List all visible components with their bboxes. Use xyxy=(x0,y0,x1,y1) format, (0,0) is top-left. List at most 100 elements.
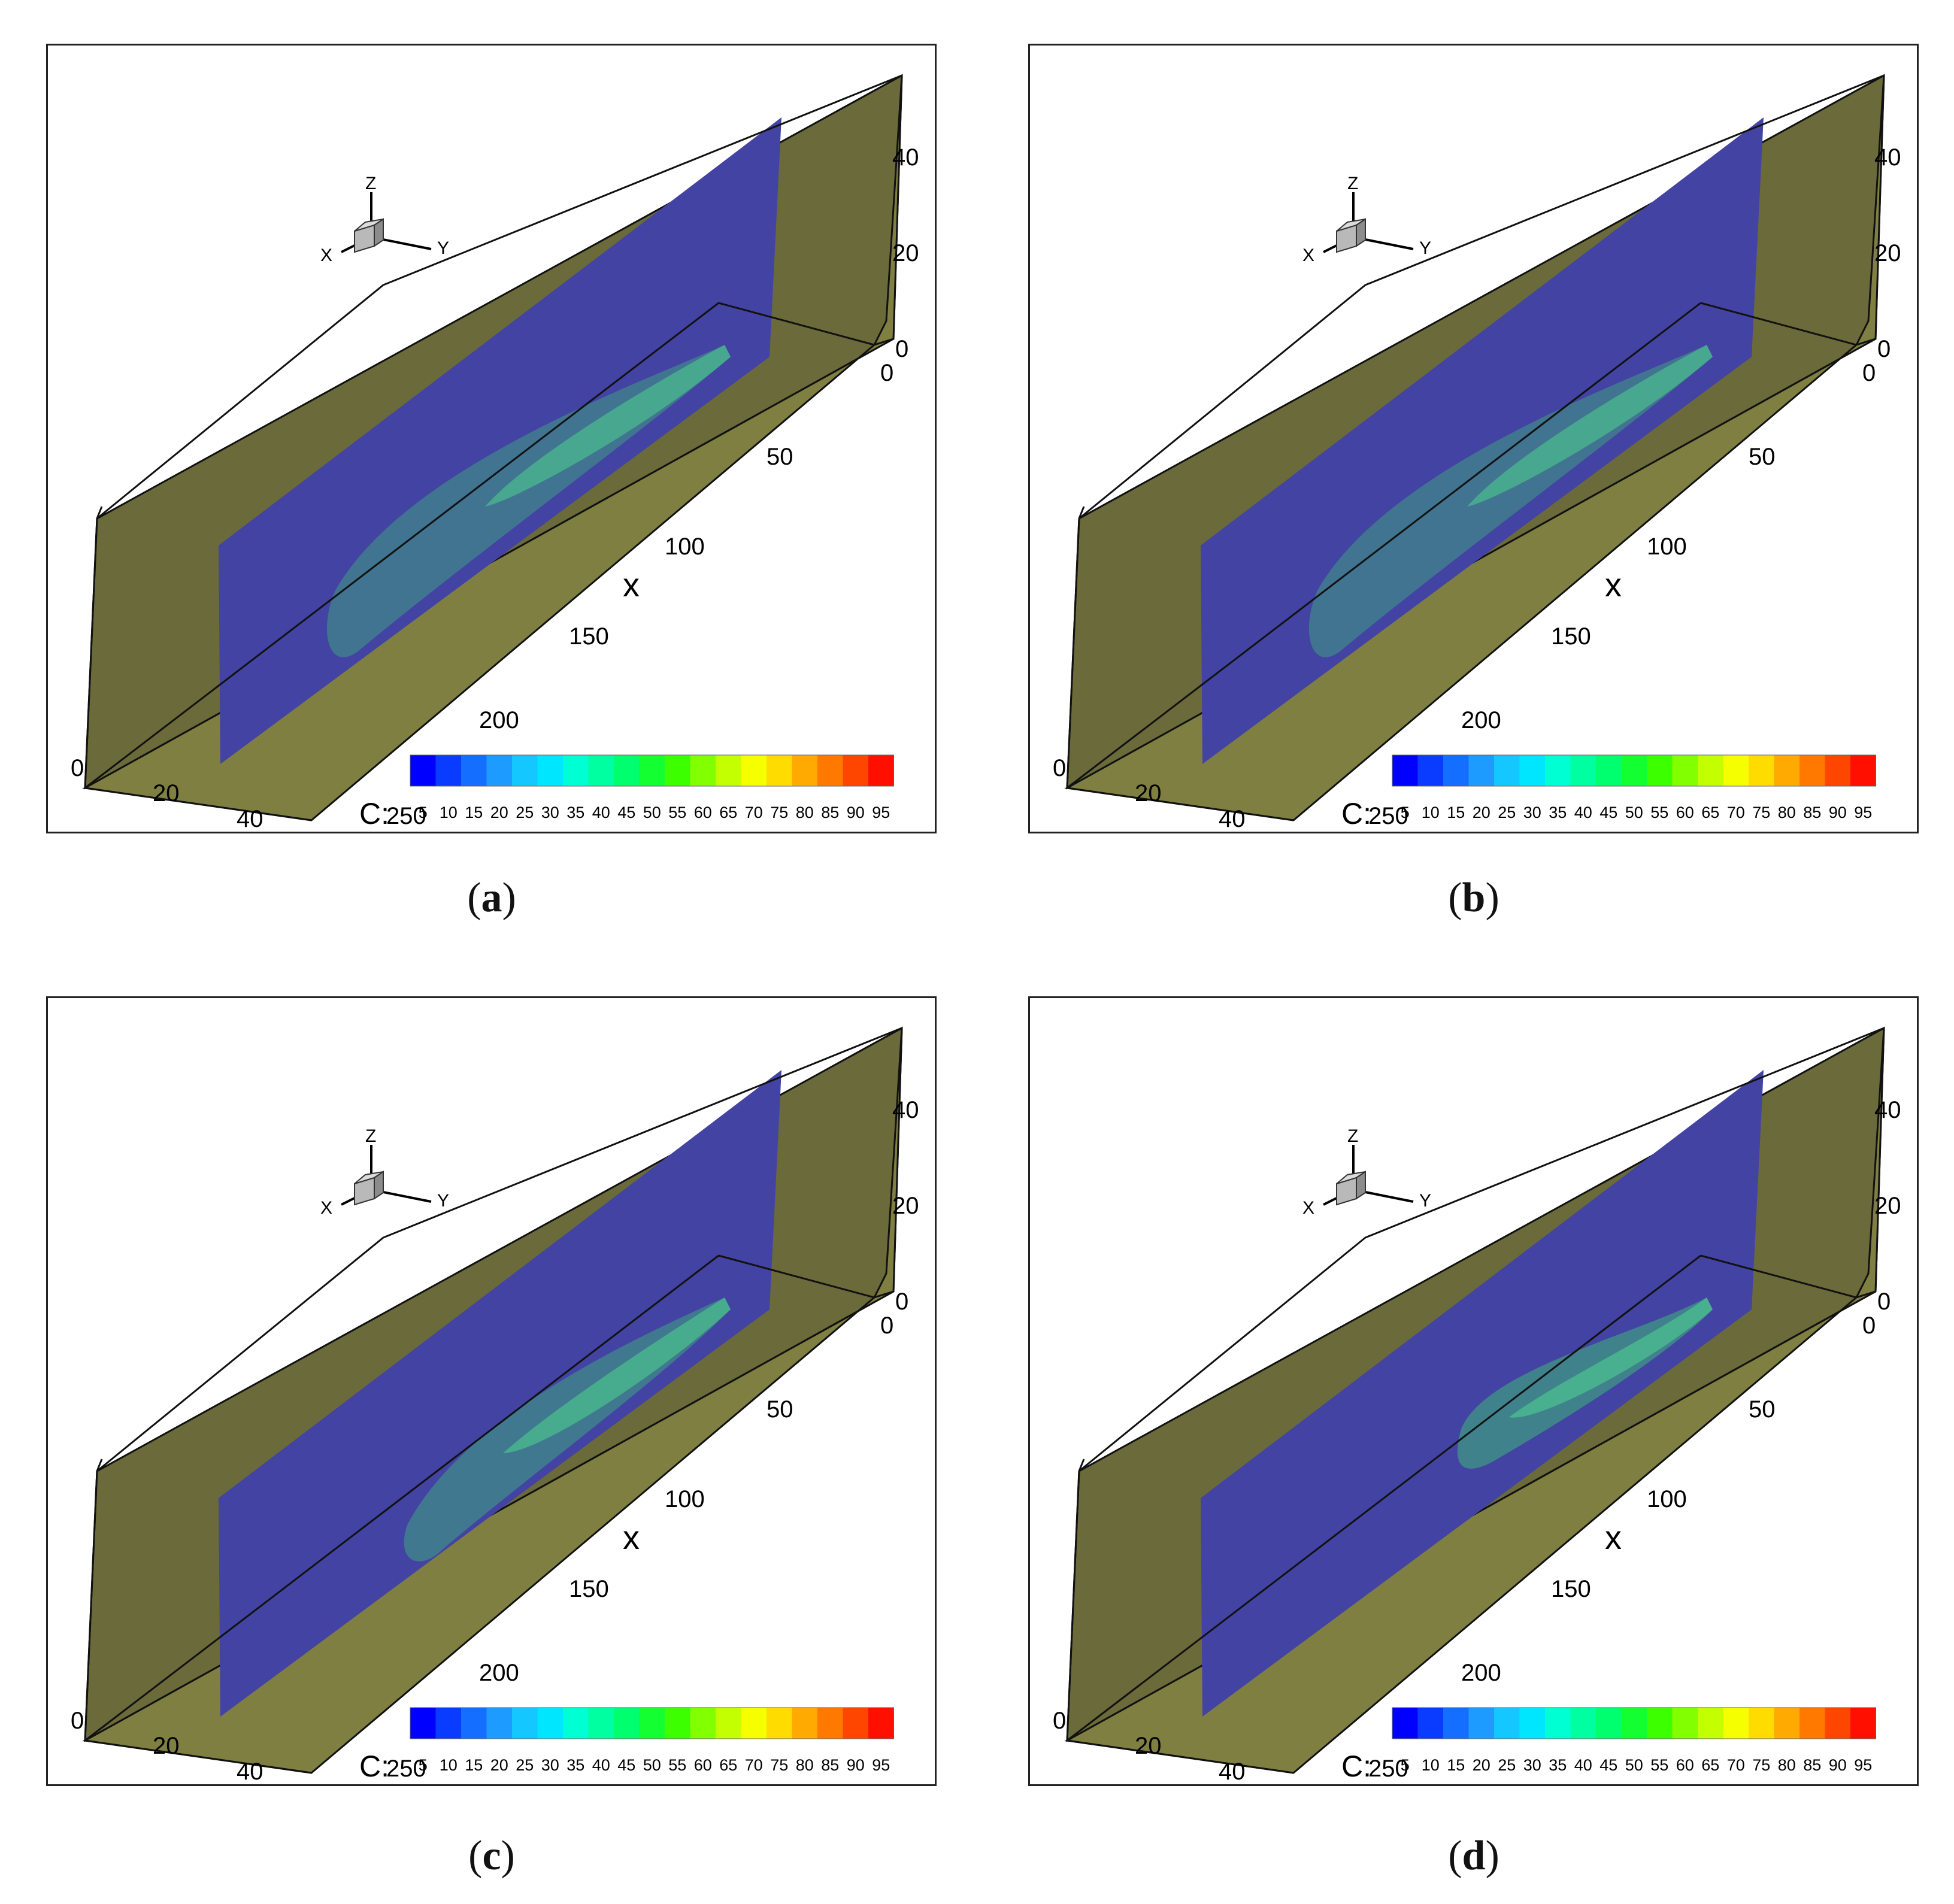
legend-frame xyxy=(410,1707,894,1739)
legend-swatch xyxy=(1519,1708,1546,1739)
legend-value: 25 xyxy=(516,804,534,821)
x-axis-label: x xyxy=(1605,1518,1622,1556)
legend-value: 55 xyxy=(668,1756,686,1774)
legend-value: 70 xyxy=(1727,1756,1745,1774)
legend-value: 35 xyxy=(1549,804,1567,821)
legend-swatch xyxy=(1417,755,1444,786)
caption-b: (b) xyxy=(1448,875,1499,921)
legend-swatch xyxy=(767,755,792,786)
legend-value: 60 xyxy=(694,1756,712,1774)
legend-value: 10 xyxy=(1422,804,1440,821)
y-tick-label: 20 xyxy=(1135,1733,1162,1759)
plume xyxy=(404,1297,731,1562)
plume xyxy=(1308,345,1713,657)
legend-swatch xyxy=(639,755,665,786)
legend-value: 75 xyxy=(770,1756,788,1774)
legend-label: C: xyxy=(1341,1750,1371,1783)
x-tick-label: 100 xyxy=(1647,1486,1687,1512)
x-tick-label: 150 xyxy=(569,623,609,650)
plume xyxy=(1457,1297,1713,1469)
x-tick-label: 250 xyxy=(1368,1756,1408,1782)
x-tick-label: 0 xyxy=(1862,360,1876,386)
legend-frame xyxy=(1392,754,1876,787)
top-edge xyxy=(96,74,902,520)
legend-value: 5 xyxy=(419,1756,428,1774)
legend-swatch xyxy=(741,755,767,786)
inner-edge xyxy=(1067,302,1701,789)
slice-plane xyxy=(1201,1070,1764,1717)
legend-value: 40 xyxy=(1574,1756,1592,1774)
x-tick-label: 150 xyxy=(1551,623,1591,650)
legend-swatch xyxy=(1647,755,1673,786)
x-tick-label: 50 xyxy=(767,444,793,470)
panel-a: 0 50 100 150 200 250 0 20 40 0 20 40 x Z Y X C: 5 10 15 20 25… xyxy=(46,44,937,833)
z-tick-label: 0 xyxy=(1877,1288,1891,1315)
legend-swatch xyxy=(1392,1708,1418,1739)
legend-value: 65 xyxy=(719,804,737,821)
x-tick-label: 100 xyxy=(665,1486,705,1512)
legend-value: 70 xyxy=(745,1756,763,1774)
legend-swatch xyxy=(1825,1708,1851,1739)
legend-swatch xyxy=(843,1708,869,1739)
legend-swatch xyxy=(1723,1708,1749,1739)
legend-swatch xyxy=(792,1708,818,1739)
left-edge xyxy=(84,506,103,789)
legend-swatch xyxy=(868,1708,894,1739)
legend-value: 80 xyxy=(796,804,814,821)
triad-y-label: Y xyxy=(437,1191,449,1211)
legend-value: 25 xyxy=(516,1756,534,1774)
legend-value: 60 xyxy=(1676,804,1694,821)
legend-swatch xyxy=(716,1708,741,1739)
legend-swatch xyxy=(817,755,843,786)
legend-swatch xyxy=(1672,755,1698,786)
legend-swatch xyxy=(690,755,716,786)
legend-value: 55 xyxy=(1650,1756,1668,1774)
legend-value: 50 xyxy=(643,1756,661,1774)
legend-value: 50 xyxy=(1625,804,1643,821)
x-tick-label: 150 xyxy=(1551,1576,1591,1602)
legend-swatch xyxy=(1749,755,1774,786)
triad-z-label: Z xyxy=(1347,1126,1358,1146)
orientation-triad: Z Y X xyxy=(320,174,449,265)
z-tick-label: 0 xyxy=(895,336,908,362)
y-tick-label: 20 xyxy=(153,1733,180,1759)
plume xyxy=(326,345,731,657)
top-edge xyxy=(1079,74,1885,520)
legend: C: 5 10 15 20 25 30 35 40 45 50 55 60 65 70 75 80 85 90 95 xyxy=(1341,1707,1876,1783)
caption-d: (d) xyxy=(1448,1833,1499,1879)
legend-swatch xyxy=(1443,755,1469,786)
legend-value: 75 xyxy=(770,804,788,821)
triad-x-label: X xyxy=(320,245,332,265)
z-tick-label: 40 xyxy=(892,1097,919,1123)
legend-swatch xyxy=(1672,1708,1698,1739)
plume-core xyxy=(1467,345,1713,507)
inner-edge xyxy=(1067,1254,1701,1742)
legend-value: 85 xyxy=(821,1756,839,1774)
legend-value: 85 xyxy=(1803,804,1821,821)
legend-swatch xyxy=(563,755,589,786)
legend-swatch xyxy=(639,1708,665,1739)
legend-frame xyxy=(1392,1707,1876,1739)
legend-swatch xyxy=(1850,1708,1876,1739)
plot-b: 0 50 100 150 200 250 0 20 40 0 20 40 x Z Y X C: 5 10 15 20 25… xyxy=(1053,74,1901,832)
legend-swatch xyxy=(1723,755,1749,786)
legend-swatch xyxy=(537,755,564,786)
y-tick-label: 40 xyxy=(237,1759,263,1785)
legend-value: 45 xyxy=(1599,1756,1617,1774)
legend-value: 25 xyxy=(1498,804,1516,821)
legend-value: 40 xyxy=(592,1756,610,1774)
x-axis-label: x xyxy=(1605,566,1622,604)
z-tick-label: 20 xyxy=(1874,1193,1901,1219)
legend-value: 10 xyxy=(440,1756,458,1774)
legend-swatch xyxy=(435,755,462,786)
legend-swatch xyxy=(461,1708,487,1739)
legend-swatch xyxy=(1698,755,1723,786)
z-tick-label: 20 xyxy=(892,1193,919,1219)
legend-value: 30 xyxy=(1523,804,1541,821)
legend-swatch xyxy=(1647,1708,1673,1739)
near-bottom-edge xyxy=(84,1739,312,1774)
legend-swatch xyxy=(512,755,538,786)
legend-value: 90 xyxy=(1829,804,1847,821)
legend-swatch xyxy=(665,755,690,786)
legend-value: 35 xyxy=(1549,1756,1567,1774)
